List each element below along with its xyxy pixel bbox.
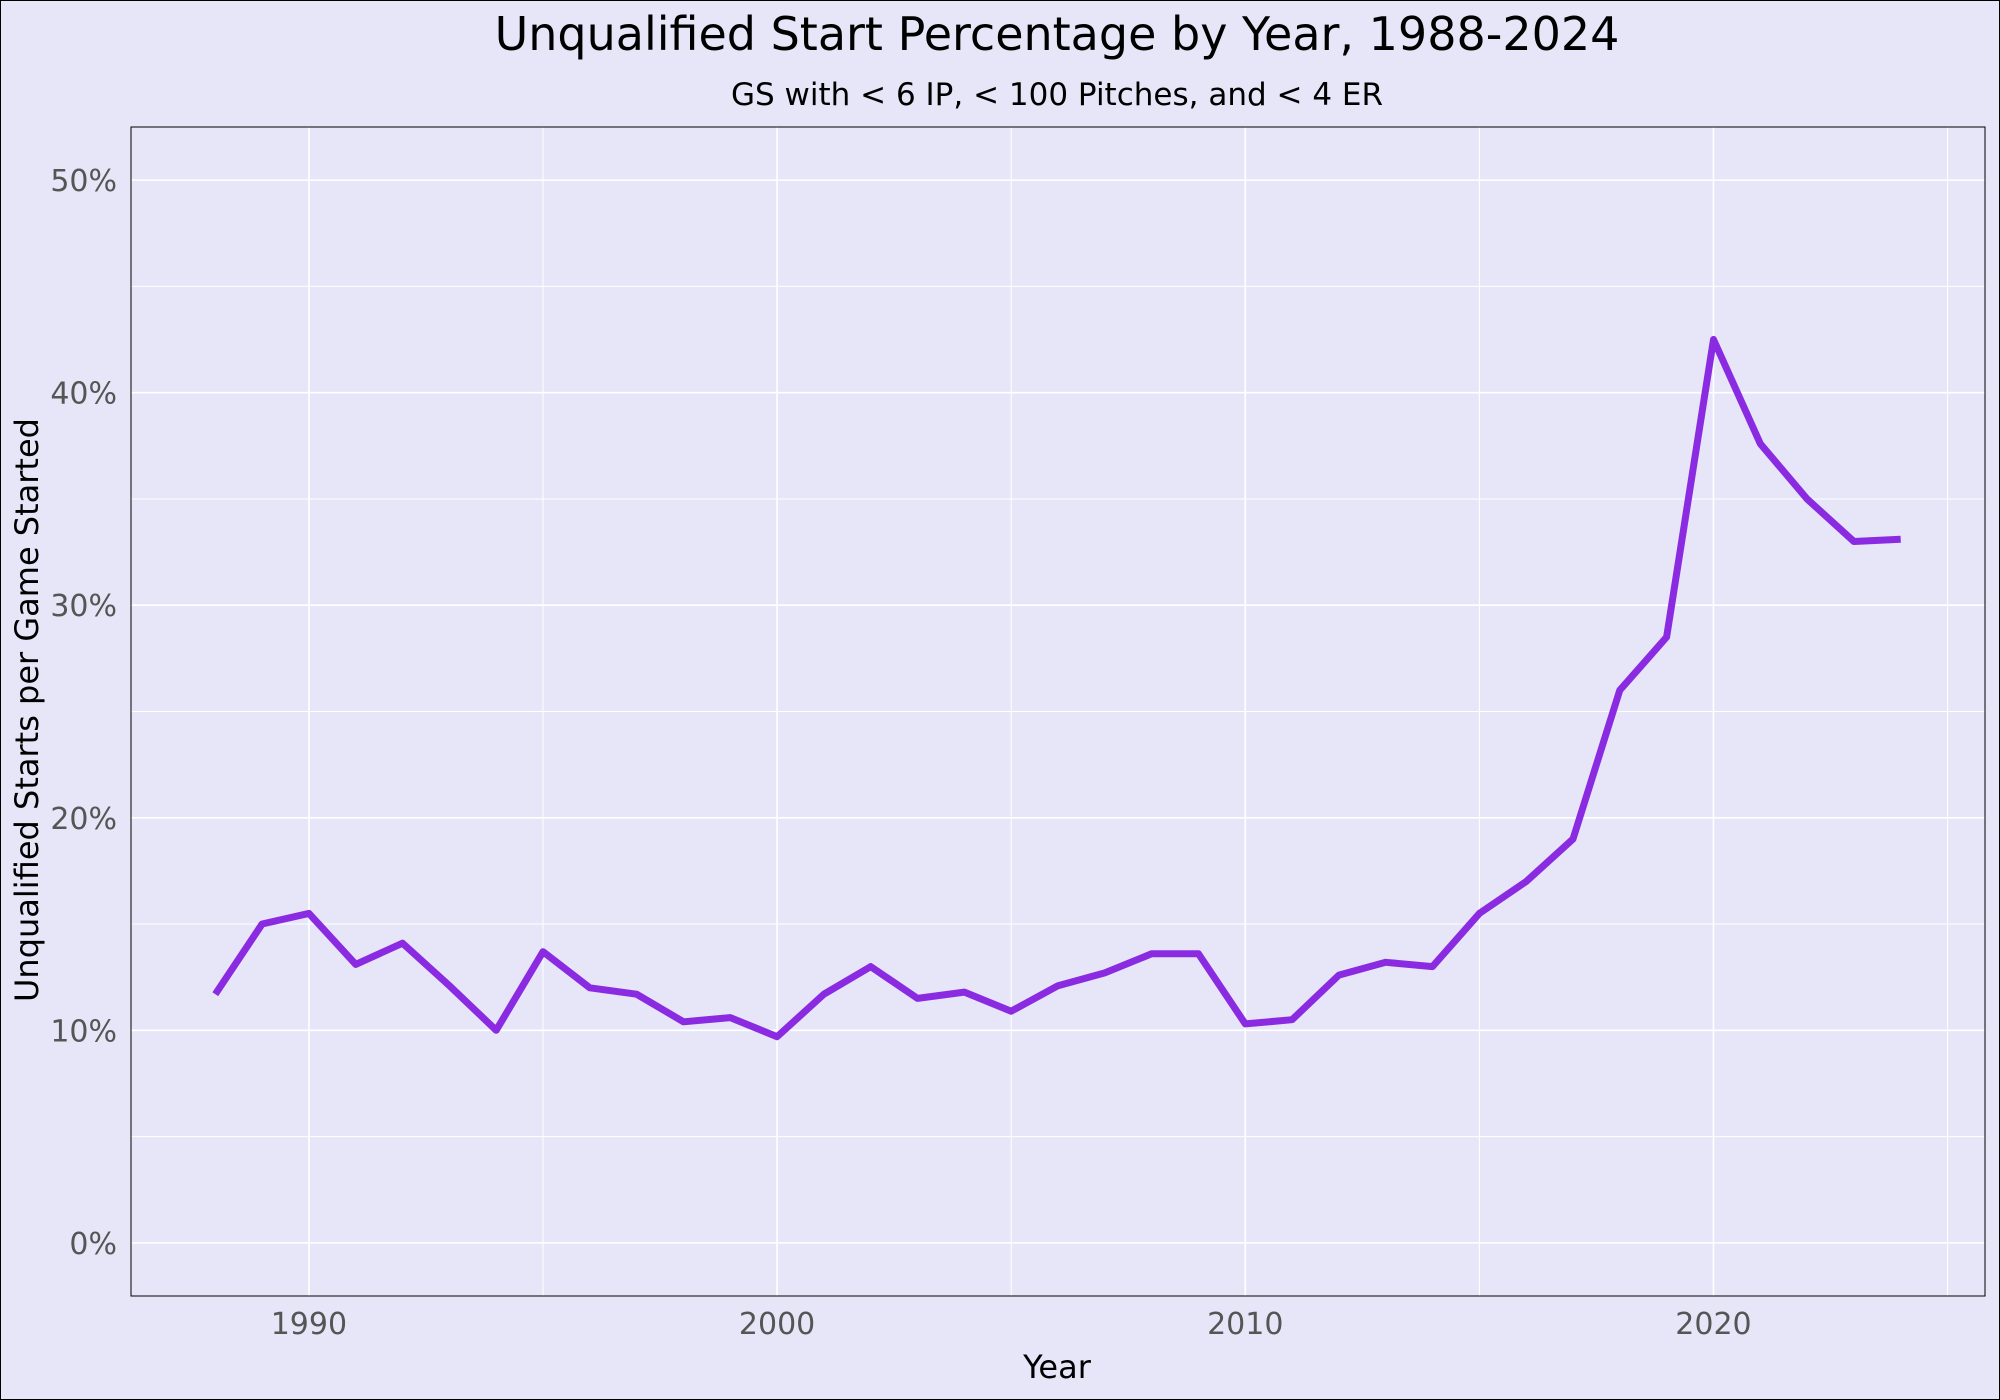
x-axis-label: Year — [1022, 1348, 1092, 1386]
x-tick-label: 2000 — [739, 1307, 815, 1342]
x-tick-label: 2010 — [1207, 1307, 1283, 1342]
y-tick-label: 30% — [50, 589, 117, 624]
gridlines — [131, 127, 1985, 1296]
y-tick-label: 20% — [50, 802, 117, 837]
y-tick-label: 40% — [50, 377, 117, 412]
x-tick-label: 1990 — [271, 1307, 347, 1342]
series-line — [212, 336, 1901, 1041]
x-tick-label: 2020 — [1675, 1307, 1751, 1342]
series-layer — [212, 336, 1901, 1041]
y-axis-ticks: 0% 10% 20% 30% 40% 50% — [50, 164, 117, 1262]
y-tick-label: 0% — [69, 1227, 117, 1262]
chart-subtitle: GS with < 6 IP, < 100 Pitches, and < 4 E… — [731, 77, 1383, 113]
x-axis-ticks: 1990 2000 2010 2020 — [271, 1307, 1752, 1342]
y-axis-label: Unqualified Starts per Game Started — [8, 418, 46, 1002]
chart-title: Unqualified Start Percentage by Year, 19… — [495, 7, 1620, 61]
y-tick-label: 10% — [50, 1014, 117, 1049]
plot-area — [130, 126, 1986, 1297]
y-tick-label: 50% — [50, 164, 117, 199]
